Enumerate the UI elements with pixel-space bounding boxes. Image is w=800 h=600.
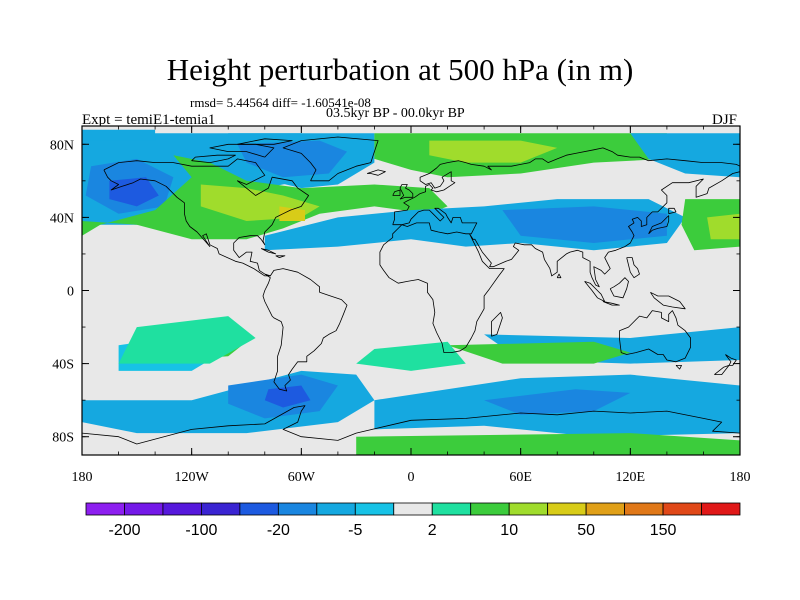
diff-label: diff=: [272, 95, 298, 110]
lat-tick-label: 80N: [50, 138, 74, 153]
coastline: [237, 138, 293, 145]
lat-tick-label: 0: [67, 285, 74, 300]
coastline: [282, 136, 379, 182]
coastline: [379, 147, 740, 354]
lon-tick-label: 120W: [175, 470, 210, 485]
colorbar-swatch: [316, 502, 356, 516]
lat-tick-label: 80S: [52, 431, 74, 446]
coastline: [556, 273, 562, 279]
contour-region: [630, 133, 740, 178]
colorbar-swatch: [701, 502, 741, 516]
coastline: [366, 169, 386, 176]
colorbar-label: 50: [577, 522, 595, 539]
coastline: [275, 255, 286, 259]
coastline: [191, 154, 236, 163]
lon-tick-label: 0: [408, 470, 415, 485]
experiment-label: Expt = temiE1-temia1: [82, 112, 216, 128]
contour-region: [109, 177, 159, 207]
colorbar-swatch: [277, 502, 318, 516]
colorbar-label: -5: [348, 522, 362, 539]
colorbar-swatch: [624, 502, 664, 516]
colorbar-swatch: [354, 502, 395, 516]
coastline: [399, 184, 414, 200]
colorbar-swatch: [470, 502, 510, 516]
coastlines: [82, 136, 740, 445]
colorbar-label: 10: [500, 522, 518, 539]
contour-region: [356, 433, 740, 455]
colorbar-swatch: [201, 502, 241, 516]
diff-value: -1.60541e-08: [301, 95, 371, 110]
contour-region: [502, 206, 667, 243]
colorbar-label: 2: [428, 522, 437, 539]
coastline: [675, 364, 682, 370]
colorbar-swatch: [124, 502, 164, 516]
coastline: [725, 354, 737, 366]
period-label: 03.5kyr BP - 00.0kyr BP: [326, 106, 465, 121]
colorbar-swatch: [662, 502, 702, 516]
colorbar-swatch: [393, 502, 433, 516]
contour-region: [484, 389, 631, 415]
colorbar-swatch: [239, 502, 279, 516]
season-label: DJF: [712, 112, 738, 128]
lon-tick-label: 60E: [509, 470, 532, 485]
contour-region: [118, 316, 256, 364]
colorbar-swatch: [547, 502, 587, 516]
coastline: [103, 158, 310, 277]
colorbar-label: -100: [185, 522, 217, 539]
colorbar-swatch: [508, 502, 549, 516]
colorbar-swatch: [85, 502, 125, 516]
colorbar-label: -200: [108, 522, 140, 539]
coastline: [262, 268, 348, 392]
coastline: [609, 277, 629, 299]
coastline: [668, 207, 677, 215]
coastline: [584, 281, 606, 302]
coastline: [602, 301, 620, 306]
contour-fills: [82, 129, 740, 455]
colorbar: [85, 502, 741, 516]
colorbar-label: -20: [267, 522, 290, 539]
lon-tick-label: 60W: [288, 470, 316, 485]
stats-line: rmsd= 5.44564 diff= -1.60541e-08: [190, 95, 371, 111]
coastline: [626, 257, 640, 279]
lon-tick-label: 120E: [616, 470, 646, 485]
lon-ticks: 180 120W 60W 0 60E 120E 180: [72, 126, 751, 485]
coastline: [648, 215, 670, 235]
colorbar-label: 150: [650, 522, 677, 539]
lon-tick-label: 180: [730, 470, 751, 485]
coastline: [392, 189, 401, 196]
contour-region: [279, 206, 305, 221]
coastline: [650, 291, 686, 310]
coastline: [619, 310, 691, 363]
colorbar-swatch: [585, 502, 625, 516]
contour-region: [82, 129, 156, 141]
coastline: [209, 143, 275, 158]
contour-region: [237, 140, 347, 178]
coastline: [714, 364, 730, 376]
coastline: [260, 248, 277, 255]
rmsd-value: 5.44564: [226, 95, 269, 110]
lon-tick-label: 180: [72, 470, 93, 485]
lat-tick-label: 40N: [50, 211, 74, 226]
contour-region: [707, 213, 740, 240]
colorbar-swatch: [162, 502, 202, 516]
colorbar-labels: -200 -100 -20 -5 2 10 50 150: [108, 522, 676, 539]
colorbar-swatch: [431, 502, 472, 516]
coastline: [490, 311, 503, 337]
chart-title: Height perturbation at 500 hPa (in m): [166, 52, 634, 87]
lat-tick-label: 40S: [52, 358, 74, 373]
contour-region: [429, 140, 558, 163]
contour-region: [447, 341, 631, 364]
contour-region: [356, 341, 466, 371]
contour-region: [264, 385, 311, 408]
lat-ticks: 80N 40N 0 40S 80S: [50, 138, 740, 446]
coastline: [82, 405, 740, 445]
rmsd-label: rmsd=: [190, 95, 224, 110]
